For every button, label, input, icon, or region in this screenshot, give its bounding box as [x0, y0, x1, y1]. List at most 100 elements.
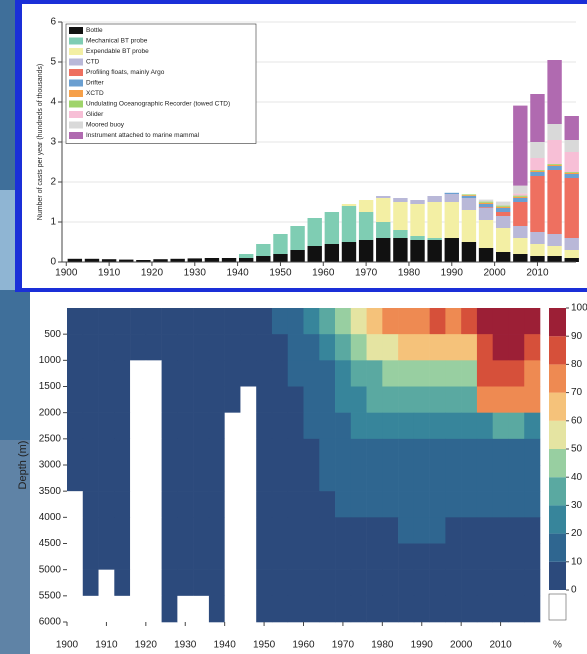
heat-cell [145, 438, 162, 466]
heat-cell [303, 412, 320, 440]
heat-cell [303, 595, 320, 623]
heat-cell [193, 438, 210, 466]
heat-cell [508, 595, 525, 623]
legend-swatch [69, 100, 83, 108]
bar-segment [238, 258, 254, 262]
heat-cell [366, 360, 383, 387]
heat-cell [208, 360, 225, 387]
x-tick-label: 1900 [56, 640, 79, 651]
bar-segment [495, 205, 511, 207]
heat-cell [382, 491, 399, 518]
heat-cell [461, 491, 478, 518]
heat-cell [319, 412, 336, 440]
legend-label: Bottle [86, 27, 103, 34]
x-tick-label: 1920 [141, 268, 164, 279]
heat-cell [193, 465, 210, 492]
bar-segment [478, 202, 494, 204]
heat-cell [398, 438, 415, 466]
heat-cell [303, 360, 320, 387]
heat-cell [271, 543, 289, 570]
heat-cell [98, 491, 115, 518]
heat-cell [492, 569, 509, 597]
heat-cell [492, 438, 509, 466]
bar-segment [119, 259, 134, 262]
y-tick-label: 3 [50, 137, 56, 148]
bar-segment [376, 238, 391, 262]
heat-cell [429, 491, 446, 518]
heat-cell [82, 334, 99, 361]
heat-cell [382, 334, 399, 361]
bar-segment [461, 195, 477, 196]
heat-cell [114, 360, 131, 387]
heat-cell [366, 517, 383, 544]
bar-segment [513, 202, 528, 226]
heat-cell [335, 491, 352, 518]
heat-cell [413, 517, 430, 544]
heat-cell [476, 334, 493, 361]
heat-cell [224, 360, 241, 387]
x-tick-label: 1990 [441, 268, 464, 279]
heat-cell [366, 465, 383, 492]
x-tick-label: 2000 [483, 268, 506, 279]
heat-cell [508, 334, 525, 361]
bar-segment [427, 238, 442, 240]
colorbar-band [549, 449, 566, 478]
colorbar-band [549, 533, 566, 562]
heat-cell [461, 308, 478, 335]
heat-cell [271, 412, 289, 440]
heat-cell [224, 412, 241, 440]
heat-cell [177, 412, 194, 440]
heat-cell [287, 386, 304, 413]
heat-cell [461, 334, 478, 361]
bar-segment [547, 256, 562, 262]
heat-cell [82, 543, 99, 570]
heat-cell [193, 334, 210, 361]
heat-cell [161, 543, 178, 570]
heat-cell [208, 308, 225, 335]
heat-cell [366, 412, 383, 440]
heat-cell [130, 412, 147, 440]
heat-cell [445, 334, 462, 361]
heat-cell [161, 334, 178, 361]
heat-cell [335, 308, 352, 335]
bar-segment [444, 194, 459, 202]
heat-cell [382, 360, 399, 387]
heat-cell [413, 595, 430, 623]
heat-cell [382, 569, 399, 597]
heat-cell [287, 595, 304, 623]
heat-cell [256, 360, 273, 387]
heat-cell [350, 465, 367, 492]
heat-cell [240, 491, 257, 518]
bar-segment [530, 172, 545, 176]
heat-cell [413, 465, 430, 492]
heat-cell [508, 308, 525, 335]
x-tick-label: 1970 [332, 640, 355, 651]
heat-cell [67, 386, 84, 413]
colorbar-band [549, 392, 566, 421]
heat-cell [240, 386, 257, 413]
heat-cell [445, 308, 462, 335]
legend-label: Drifter [86, 80, 105, 87]
bar-segment [495, 228, 511, 252]
heat-cell [445, 569, 462, 597]
heat-cell [398, 360, 415, 387]
heat-cell [319, 517, 336, 544]
heat-cell [366, 334, 383, 361]
bar-segment [238, 254, 254, 258]
colorbar-band [549, 420, 566, 449]
heat-cell [145, 465, 162, 492]
bar-segment [564, 238, 579, 250]
x-tick-label: 1980 [371, 640, 394, 651]
heat-cell [461, 517, 478, 544]
colorbar-tick-label: 60 [571, 415, 583, 426]
heat-cell [445, 465, 462, 492]
heat-cell [492, 412, 509, 440]
heat-cell [335, 595, 352, 623]
heat-cell [177, 491, 194, 518]
heat-cell [429, 517, 446, 544]
y-tick-label: 1500 [39, 381, 62, 392]
bar-segment [495, 212, 511, 216]
heat-cell [429, 569, 446, 597]
heat-cell [303, 334, 320, 361]
heat-cell [319, 386, 336, 413]
